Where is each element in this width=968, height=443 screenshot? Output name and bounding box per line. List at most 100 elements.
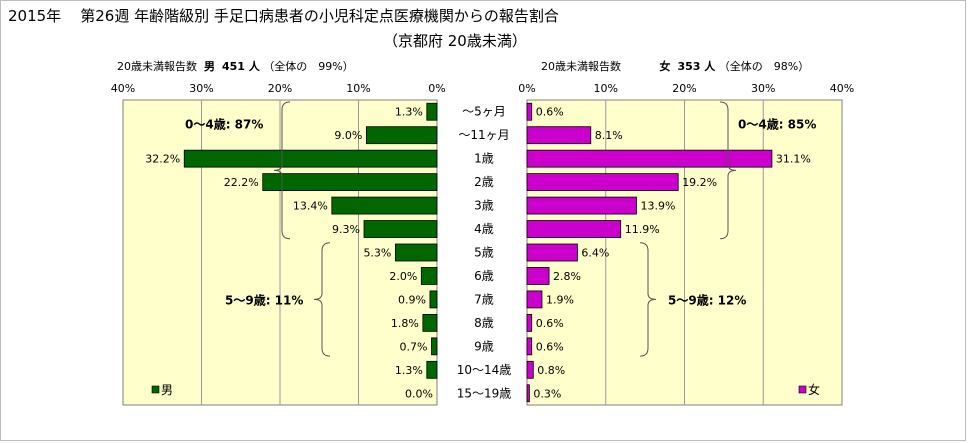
male-bar (365, 126, 438, 145)
category-label: 10～14歳 (457, 363, 512, 377)
female-bar (526, 243, 578, 262)
male-data-label: 1.3% (395, 106, 423, 119)
title-main: 第26週 年齢階級別 手足口病患者の小児科定点医療機関からの報告割合 (80, 7, 559, 25)
category-label: ～11ヶ月 (458, 128, 509, 142)
female-5-9-brace (639, 242, 657, 357)
female-header-coverage: （全体の 98%） (718, 60, 810, 73)
female-data-label: 0.8% (537, 364, 565, 377)
male-data-label: 2.0% (389, 270, 417, 283)
category-label: 6歳 (474, 269, 494, 283)
female-bar (526, 196, 637, 215)
female-header: 20歳未満報告数 女 353 人 （全体の 98%） (541, 58, 809, 74)
male-bar (429, 290, 438, 309)
female-x-tick-label: 40% (830, 82, 854, 95)
male-x-tick-label: 20% (268, 82, 292, 95)
female-x-tick-label: 10% (594, 82, 618, 95)
category-label: 7歳 (474, 292, 494, 306)
male-bar (331, 196, 438, 215)
male-header-count: 451 人 (222, 60, 260, 73)
male-bar (422, 313, 438, 332)
female-x-tick-label: 20% (672, 82, 696, 95)
female-data-label: 6.4% (581, 247, 609, 260)
female-data-label: 0.3% (533, 387, 561, 400)
male-x-tick-label: 40% (111, 82, 135, 95)
male-x-tick-label: 0% (428, 82, 445, 95)
male-data-label: 22.2% (224, 176, 259, 189)
female-0-4-brace (719, 101, 737, 240)
male-data-label: 0.0% (405, 387, 433, 400)
male-bar (262, 173, 438, 192)
category-label: 1歳 (474, 152, 494, 166)
female-data-label: 1.9% (546, 293, 574, 306)
male-bar (363, 220, 438, 238)
female-data-label: 31.1% (776, 153, 811, 166)
female-data-label: 2.8% (553, 270, 581, 283)
female-bar (526, 290, 543, 309)
male-5-9-brace (313, 242, 331, 357)
female-data-label: 0.6% (536, 317, 564, 330)
female-bar (526, 360, 534, 379)
female-bar (526, 102, 533, 121)
female-data-label: 19.2% (682, 176, 717, 189)
female-header-label: 20歳未満報告数 (541, 60, 621, 73)
female-bar (526, 220, 622, 238)
chart-subtitle: （京都府 20歳未満） (383, 32, 527, 50)
title-year: 2015年 (8, 7, 62, 25)
male-x-tick-label: 10% (346, 82, 370, 95)
female-bar (526, 337, 533, 356)
female-header-sex: 女 (659, 60, 671, 73)
male-x-tick-label: 30% (189, 82, 213, 95)
female-0-4-annotation: 0～4歳: 85% (738, 116, 816, 131)
female-data-label: 11.9% (625, 223, 660, 236)
female-legend-swatch (798, 385, 807, 394)
female-5-9-annotation: 5～9歳: 12% (668, 292, 746, 307)
female-bar (526, 126, 592, 145)
male-data-label: 5.3% (363, 247, 391, 260)
female-bar (526, 313, 533, 332)
female-x-tick-label: 30% (751, 82, 775, 95)
male-data-label: 9.3% (332, 223, 360, 236)
male-0-4-annotation: 0～4歳: 87% (185, 116, 263, 131)
male-data-label: 9.0% (334, 129, 362, 142)
female-data-label: 13.9% (640, 200, 675, 213)
male-bar (394, 243, 438, 262)
male-bar (183, 149, 438, 168)
male-bar (420, 267, 438, 285)
male-data-label: 0.7% (400, 340, 428, 353)
female-legend-label: 女 (808, 382, 820, 397)
male-data-label: 13.4% (293, 200, 328, 213)
category-label: 9歳 (474, 339, 494, 353)
male-data-label: 1.8% (391, 317, 419, 330)
category-label: 8歳 (474, 316, 494, 330)
female-bar (526, 173, 679, 192)
category-label: 3歳 (474, 199, 494, 213)
male-data-label: 32.2% (145, 153, 180, 166)
female-bar (526, 267, 550, 285)
male-header: 20歳未満報告数 男 451 人 （全体の 99%） (117, 58, 354, 74)
female-data-label: 8.1% (595, 129, 623, 142)
male-0-4-brace (273, 101, 291, 240)
chart-title: 2015年 第26週 年齢階級別 手足口病患者の小児科定点医療機関からの報告割合 (8, 5, 559, 26)
category-label: 15～19歳 (457, 386, 512, 400)
female-x-tick-label: 0% (518, 82, 535, 95)
male-bar (431, 337, 438, 356)
category-label: 4歳 (474, 222, 494, 236)
male-legend-swatch (151, 385, 160, 394)
category-label: 5歳 (474, 246, 494, 260)
male-header-label: 20歳未満報告数 (117, 60, 197, 73)
male-bar (426, 102, 438, 121)
female-bar (526, 384, 530, 403)
male-data-label: 1.3% (395, 364, 423, 377)
male-legend-label: 男 (161, 383, 173, 397)
female-data-label: 0.6% (536, 106, 564, 119)
male-header-sex: 男 (204, 60, 215, 73)
male-5-9-annotation: 5～9歳: 11% (225, 292, 303, 307)
category-label: ～5ヶ月 (462, 105, 506, 119)
male-bar (426, 360, 438, 379)
category-label: 2歳 (474, 175, 494, 189)
male-data-label: 0.9% (398, 293, 426, 306)
female-bar (526, 149, 773, 168)
male-header-coverage: （全体の 99%） (263, 60, 354, 73)
